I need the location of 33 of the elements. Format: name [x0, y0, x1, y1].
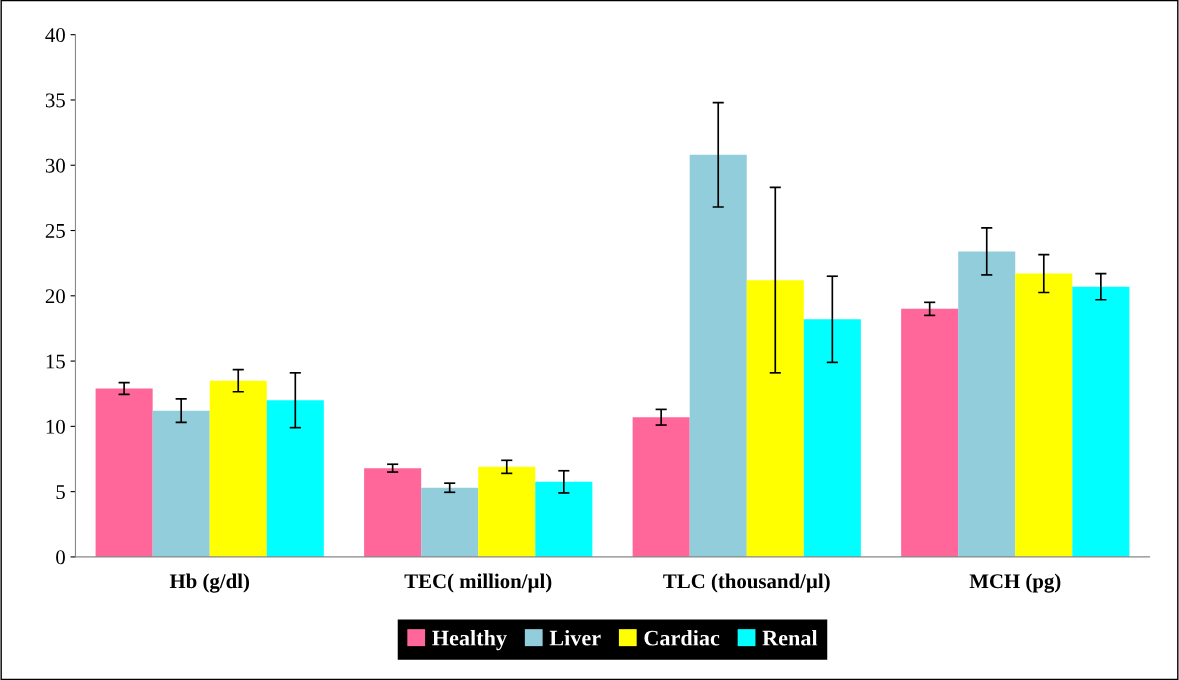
legend-label: Cardiac [644, 629, 720, 646]
bar [901, 308, 959, 557]
bar [803, 319, 861, 557]
x-tick-label: TLC (thousand/µl) [663, 573, 830, 593]
bar [95, 388, 153, 557]
bar [689, 154, 747, 557]
y-tick-label: 5 [56, 485, 65, 500]
bar [632, 417, 690, 557]
y-tick-label: 15 [46, 354, 65, 369]
bar [1072, 286, 1130, 557]
y-tick-label: 0 [56, 550, 65, 565]
bar [152, 410, 210, 557]
x-tick-label: Hb (g/dl) [169, 573, 250, 593]
legend-label: Renal [762, 629, 818, 646]
y-tick-label: 10 [46, 419, 65, 434]
bar [746, 280, 804, 557]
y-tick-label: 35 [45, 93, 65, 108]
bar [535, 481, 593, 557]
bar [209, 380, 267, 557]
bar [478, 466, 536, 557]
bar [1015, 273, 1073, 557]
x-tick-label: TEC( million/µl) [404, 573, 552, 593]
y-tick-label: 40 [45, 28, 65, 43]
bar [958, 251, 1016, 557]
y-tick-label: 25 [45, 223, 65, 238]
bar [266, 400, 324, 557]
x-tick-label: MCH (pg) [969, 573, 1061, 593]
bar [421, 487, 479, 557]
y-tick-label: 30 [45, 158, 65, 173]
legend-label: Healthy [432, 629, 507, 651]
bar [364, 468, 422, 557]
legend-label: Liver [549, 629, 601, 646]
y-tick-label: 20 [45, 289, 65, 304]
